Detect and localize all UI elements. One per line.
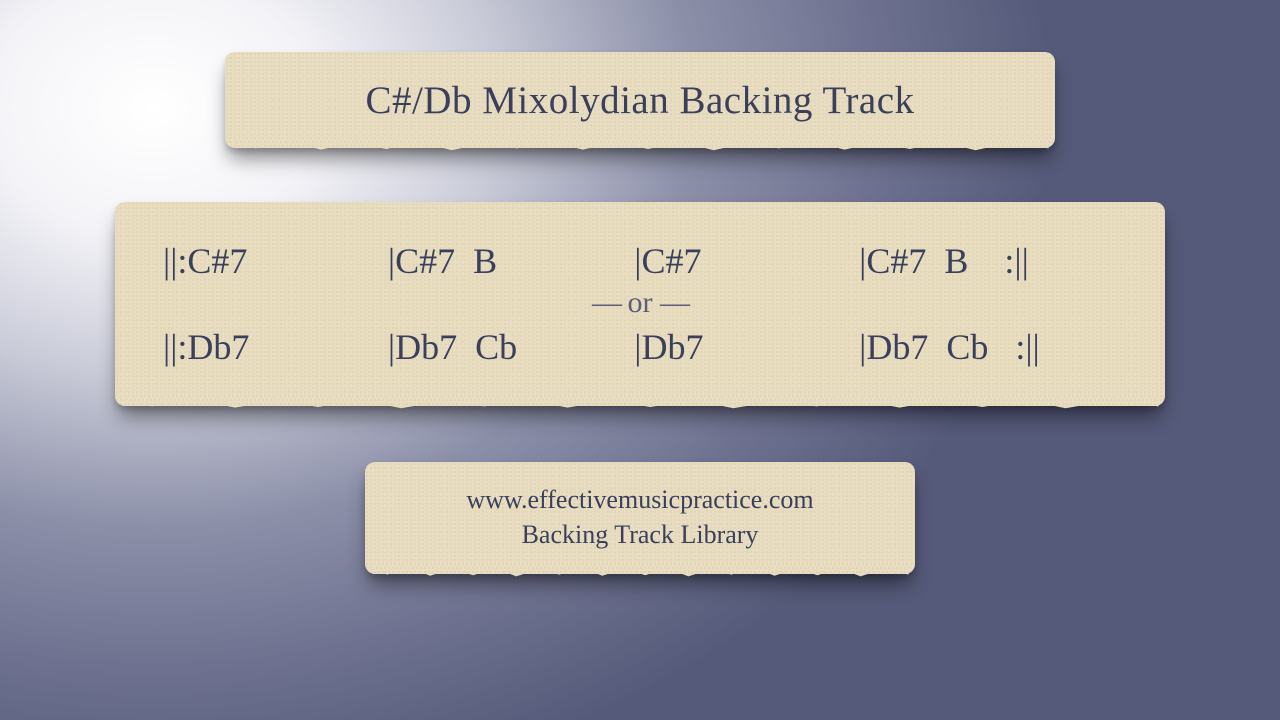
footer-url: www.effectivemusicpractice.com [375,482,905,517]
bar-3: |C#7 [634,240,849,282]
dash-right: — [660,286,688,319]
footer-card: www.effectivemusicpractice.com Backing T… [365,462,915,574]
bar-4: |Db7 Cb :|| [859,326,1117,368]
chord-row-sharp: ||:C#7 |C#7 B |C#7 |C#7 B :|| [163,240,1117,282]
dash-left: — [592,286,620,319]
bar-4: |C#7 B :|| [859,240,1117,282]
bar-1: ||:Db7 [163,326,378,368]
bar-3: |Db7 [634,326,849,368]
chords-card: ||:C#7 |C#7 B |C#7 |C#7 B :|| — or — ||:… [115,202,1165,406]
or-word: or [620,286,660,319]
bar-2: |Db7 Cb [388,326,624,368]
footer-label: Backing Track Library [375,517,905,552]
or-divider: — or — [163,286,1117,320]
chord-row-flat: ||:Db7 |Db7 Cb |Db7 |Db7 Cb :|| [163,326,1117,368]
title-card: C#/Db Mixolydian Backing Track [225,52,1055,148]
title-text: C#/Db Mixolydian Backing Track [365,78,914,123]
bar-2: |C#7 B [388,240,624,282]
bar-1: ||:C#7 [163,240,378,282]
